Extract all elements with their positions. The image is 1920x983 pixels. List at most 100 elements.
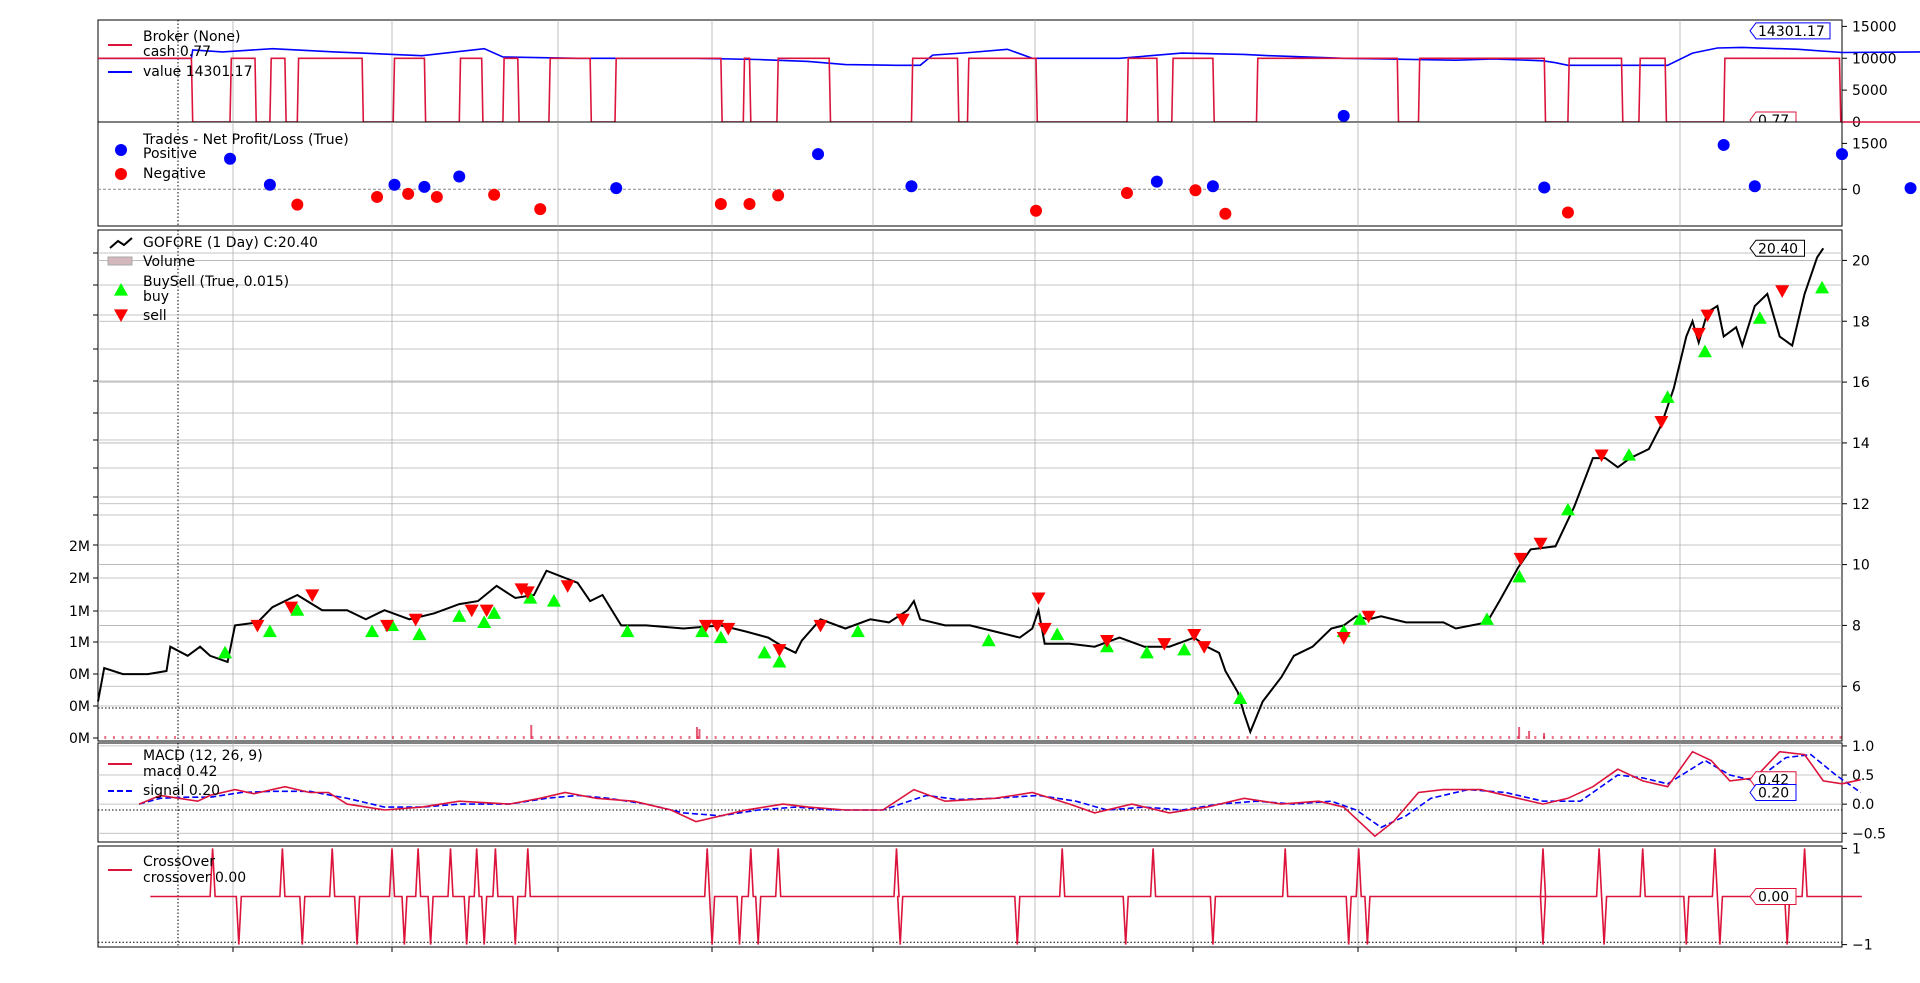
volume-bar bbox=[374, 736, 377, 739]
negative-trade-marker bbox=[534, 203, 547, 216]
buy-marker bbox=[262, 624, 277, 638]
volume-bar bbox=[923, 736, 926, 739]
positive-trade-marker bbox=[1337, 109, 1350, 122]
volume-bar bbox=[191, 736, 194, 739]
sell-marker bbox=[479, 604, 494, 618]
volume-bar bbox=[697, 736, 700, 739]
volume-bar bbox=[1028, 736, 1031, 739]
volume-bar bbox=[156, 736, 159, 739]
volume-bar bbox=[470, 736, 473, 739]
volume-bar bbox=[592, 736, 595, 739]
volume-bar bbox=[740, 736, 743, 739]
volume-bar bbox=[897, 736, 900, 739]
volume-bar bbox=[714, 736, 717, 739]
volume-bar bbox=[548, 736, 551, 739]
buy-marker bbox=[1050, 627, 1065, 641]
volume-bar bbox=[1263, 736, 1266, 739]
negative-trade-marker bbox=[488, 188, 501, 201]
legend-entry: macd 0.42 bbox=[143, 764, 217, 780]
volume-bar bbox=[1246, 736, 1249, 739]
volume-bar bbox=[235, 736, 238, 739]
panel-4: −0.50.00.51.00.420.20 bbox=[97, 739, 1886, 843]
volume-bar bbox=[1604, 736, 1607, 739]
volume-bar bbox=[487, 736, 490, 739]
buy-marker bbox=[365, 624, 380, 638]
volume-bar bbox=[1621, 736, 1624, 739]
volume-bar bbox=[1011, 736, 1014, 739]
volume-bar bbox=[1577, 736, 1580, 739]
volume-bar bbox=[505, 736, 508, 739]
legend-trades: Trades - Net Profit/Loss (True)Positive N… bbox=[115, 132, 349, 182]
volume-bar bbox=[1412, 736, 1415, 739]
volume-bar bbox=[1202, 736, 1205, 739]
volume-bar bbox=[1316, 736, 1319, 739]
volume-bar bbox=[1534, 736, 1537, 739]
legend-title: GOFORE (1 Day) C:20.40 bbox=[143, 235, 318, 251]
volume-bar bbox=[540, 736, 543, 739]
negative-trade-marker bbox=[371, 190, 384, 203]
legend-entry: value 14301.17 bbox=[143, 64, 253, 80]
volume-bar bbox=[1351, 736, 1354, 739]
value-last-tag bbox=[1749, 22, 1831, 40]
volume-bar bbox=[348, 736, 351, 739]
volume-bar bbox=[296, 736, 299, 739]
sell-marker bbox=[1361, 610, 1376, 624]
volume-bar bbox=[1063, 736, 1066, 739]
volume-bar bbox=[662, 736, 665, 739]
volume-bar bbox=[575, 736, 578, 739]
legend-entry: crossover 0.00 bbox=[143, 870, 246, 886]
volume-bar bbox=[880, 736, 883, 739]
positive-trade-marker bbox=[1206, 180, 1219, 193]
volume-spike-bar bbox=[695, 727, 698, 739]
negative-trade-marker bbox=[291, 198, 304, 211]
volume-bar bbox=[383, 736, 386, 739]
volume-bar bbox=[1211, 736, 1214, 739]
volume-bar bbox=[1682, 736, 1685, 739]
y-tick-label: 10000 bbox=[1852, 51, 1897, 67]
volume-bar bbox=[1787, 736, 1790, 739]
buy-marker bbox=[1233, 691, 1248, 705]
volume-bar bbox=[261, 736, 264, 739]
volume-tick-label: 0M bbox=[69, 667, 90, 683]
volume-bar bbox=[269, 736, 272, 739]
price-line bbox=[97, 247, 1825, 735]
volume-bar bbox=[1281, 736, 1284, 739]
volume-bar bbox=[636, 736, 639, 739]
volume-spike-bar bbox=[698, 729, 701, 739]
legend-title: MACD (12, 26, 9) bbox=[143, 748, 263, 764]
volume-bar bbox=[1761, 736, 1764, 739]
volume-bar bbox=[1569, 736, 1572, 739]
volume-bar bbox=[453, 736, 456, 739]
volume-bar bbox=[339, 736, 342, 739]
volume-bar bbox=[915, 736, 918, 739]
volume-bar bbox=[1665, 736, 1668, 739]
buy-marker bbox=[452, 609, 467, 622]
volume-bar bbox=[200, 736, 203, 739]
crossover-last-tag bbox=[1749, 888, 1797, 905]
y-tick-label: 6 bbox=[1852, 679, 1861, 695]
volume-bar bbox=[1002, 736, 1005, 739]
legend-price: GOFORE (1 Day) C:20.40 Volume BuySell (Tru… bbox=[107, 235, 318, 324]
positive-trade-marker bbox=[263, 178, 276, 191]
positive-trade-marker bbox=[905, 180, 918, 193]
legend-title: CrossOver bbox=[143, 854, 215, 870]
sell-marker bbox=[560, 580, 575, 593]
volume-bar bbox=[1168, 736, 1171, 739]
volume-bar bbox=[278, 736, 281, 739]
sell-marker bbox=[1654, 416, 1669, 429]
buy-marker bbox=[1560, 502, 1575, 516]
buy-marker bbox=[1352, 612, 1367, 625]
buy-marker bbox=[1752, 311, 1767, 324]
volume-bar bbox=[182, 736, 185, 739]
buy-marker bbox=[523, 591, 538, 604]
volume-bar bbox=[1072, 736, 1075, 739]
volume-tick-label: 0M bbox=[69, 731, 90, 747]
volume-bar bbox=[688, 736, 691, 739]
y-tick-label: −0.5 bbox=[1852, 826, 1886, 842]
panel-3: 6 8 10 12 14 16 18 20 0M 0M 0M 1M 1M 2M 2M 20.40 bbox=[69, 229, 1870, 747]
volume-bar bbox=[1150, 736, 1153, 739]
volume-tick-label: 0M bbox=[69, 699, 90, 715]
volume-bar bbox=[1839, 736, 1842, 739]
close-last-label: 20.40 bbox=[1758, 241, 1798, 257]
panel-frame bbox=[97, 121, 1843, 227]
